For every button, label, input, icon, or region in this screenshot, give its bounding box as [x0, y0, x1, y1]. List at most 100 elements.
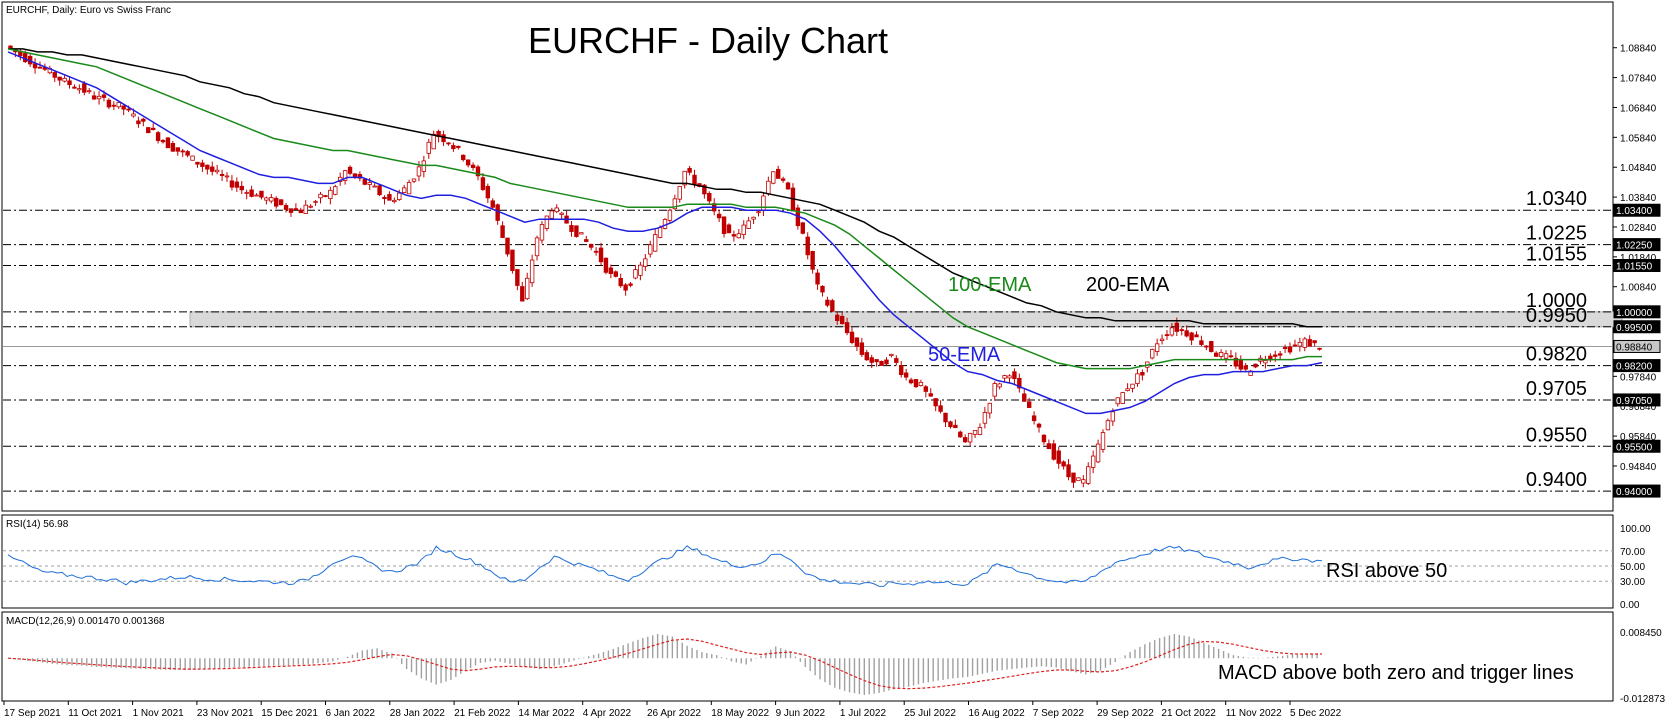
candle	[593, 247, 599, 256]
y-tick-label: 1.01840	[1620, 253, 1657, 264]
candle	[997, 382, 1002, 390]
candle	[1277, 350, 1283, 360]
candle	[603, 257, 609, 275]
candle	[1159, 334, 1165, 345]
candle	[884, 357, 889, 366]
candle	[534, 235, 540, 261]
price-box-label: 1.01550	[1616, 262, 1653, 273]
candle	[928, 388, 933, 397]
candle	[283, 202, 289, 213]
candle	[214, 164, 220, 175]
candle	[1204, 345, 1209, 351]
candle	[377, 184, 382, 197]
candle	[554, 204, 559, 214]
candle	[643, 254, 648, 271]
candle	[963, 434, 968, 443]
rsi-tick-label: 0.00	[1620, 600, 1640, 611]
candle	[977, 423, 983, 436]
candle	[1140, 369, 1145, 381]
candle	[160, 139, 166, 144]
candle	[62, 75, 67, 83]
macd-tick-label: 0.008450	[1620, 628, 1662, 639]
candle	[1115, 397, 1120, 407]
price-box: 1.02250	[1613, 238, 1661, 252]
candle	[682, 170, 687, 189]
candle	[771, 171, 776, 185]
candle	[224, 172, 230, 182]
y-tick-label: 1.04840	[1620, 163, 1657, 174]
rsi-panel-frame	[1, 514, 1614, 609]
candle	[677, 185, 682, 203]
candle	[1213, 351, 1219, 357]
candle	[1194, 331, 1199, 338]
candle	[903, 368, 909, 381]
y-tick-label: 1.08840	[1620, 44, 1657, 55]
candle	[293, 203, 299, 211]
candle	[470, 162, 476, 171]
candle	[982, 406, 988, 429]
ema50-line	[7, 51, 1323, 415]
price-box: 0.97050	[1613, 393, 1661, 407]
candle	[731, 230, 737, 242]
candle	[308, 204, 313, 209]
candle	[1120, 391, 1125, 404]
candle	[662, 217, 668, 230]
price-box-label: 0.97050	[1616, 396, 1653, 407]
candle	[830, 298, 835, 313]
candle	[574, 225, 579, 238]
candle	[495, 203, 500, 225]
x-tick-label: 17 Sep 2021	[4, 708, 61, 719]
y-tick-label: 0.95840	[1620, 432, 1657, 443]
candle	[244, 189, 249, 200]
candle	[239, 181, 244, 195]
candle	[234, 177, 240, 192]
candle	[1228, 349, 1234, 359]
candle	[913, 379, 919, 388]
candle	[1169, 323, 1175, 337]
level-label: 1.0340	[1526, 188, 1587, 210]
candle	[652, 228, 658, 252]
candle	[825, 296, 830, 308]
candle	[879, 360, 884, 366]
candle	[667, 208, 673, 224]
candle	[352, 173, 358, 180]
ema200-label: 200-EMA	[1086, 274, 1170, 296]
candle	[500, 221, 505, 238]
x-tick-label: 21 Feb 2022	[454, 708, 511, 719]
candle	[972, 430, 978, 438]
candle	[1145, 361, 1150, 373]
candle	[874, 359, 879, 367]
candle	[333, 184, 338, 196]
candle	[77, 84, 82, 94]
candle	[579, 232, 584, 235]
candle	[229, 175, 235, 191]
candle	[357, 171, 363, 182]
candle	[106, 98, 112, 110]
candle	[721, 216, 727, 238]
candle	[1026, 397, 1032, 409]
candle	[259, 190, 264, 200]
candle	[633, 265, 638, 280]
price-box: 0.98840	[1613, 339, 1661, 353]
candle	[918, 379, 924, 387]
candle	[716, 209, 722, 223]
price-box-label: 0.95500	[1616, 442, 1653, 453]
candle	[303, 200, 308, 214]
level-label: 1.0225	[1526, 223, 1587, 245]
candle	[1012, 368, 1017, 385]
candle	[810, 250, 815, 274]
candle	[864, 349, 869, 361]
symbol-caption: EURCHF, Daily: Euro vs Swiss Franc	[6, 5, 171, 16]
candle	[1184, 325, 1189, 338]
ema200-line	[8, 48, 1322, 328]
candle	[1263, 355, 1268, 369]
candle	[1071, 472, 1076, 488]
candle	[426, 138, 431, 159]
ema50-label: 50-EMA	[928, 344, 1001, 366]
candle	[839, 312, 845, 325]
candle	[598, 242, 604, 266]
candle	[608, 264, 614, 279]
candle	[736, 228, 742, 239]
candle	[141, 117, 146, 127]
